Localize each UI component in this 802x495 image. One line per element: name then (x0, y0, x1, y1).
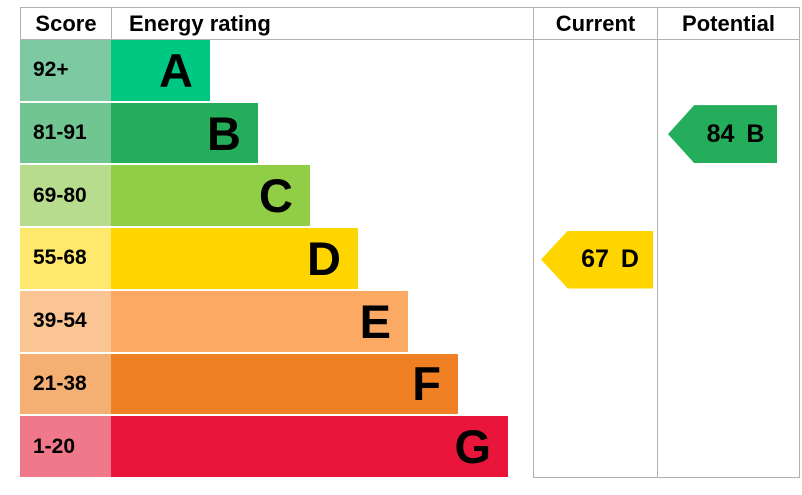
potential-rating-arrow: 84 B (668, 105, 777, 164)
band-letter-f: F (412, 357, 441, 411)
bands-rows: 92+ A 81-91 B 69-80 C 55-68 D 39-54 E 21-38 F 1-20 G (20, 40, 510, 479)
band-row-g: 1-20 G (20, 416, 508, 477)
band-letter-e: E (359, 294, 391, 348)
score-range-a: 92+ (20, 40, 111, 101)
band-letter-c: C (259, 169, 293, 223)
score-range-f: 21-38 (20, 353, 111, 415)
current-rating-arrow: 67 D (541, 230, 653, 289)
band-row-e: 39-54 E (20, 290, 408, 352)
band-letter-b: B (207, 106, 241, 160)
band-letter-a: A (159, 43, 193, 97)
potential-band-letter: B (746, 119, 765, 148)
current-band-letter: D (620, 245, 639, 274)
band-bar-b: B (111, 102, 258, 164)
band-row-f: 21-38 F (20, 353, 458, 415)
band-row-c: 69-80 C (20, 165, 310, 227)
potential-score-value: 84 (706, 119, 735, 148)
header-score: Score (20, 7, 111, 40)
score-range-g: 1-20 (20, 416, 111, 477)
band-bar-f: F (111, 353, 458, 415)
score-range-b: 81-91 (20, 102, 111, 164)
band-letter-g: G (454, 420, 491, 474)
band-bar-d: D (111, 228, 358, 289)
score-range-e: 39-54 (20, 290, 111, 352)
band-bar-e: E (111, 290, 408, 352)
band-row-a: 92+ A (20, 40, 210, 101)
band-letter-d: D (307, 231, 341, 285)
potential-column (657, 39, 800, 478)
score-range-d: 55-68 (20, 228, 111, 289)
band-bar-c: C (111, 165, 310, 227)
current-column (533, 39, 657, 478)
band-bar-a: A (111, 40, 210, 101)
score-range-c: 69-80 (20, 165, 111, 227)
band-bar-g: G (111, 416, 508, 477)
header-current: Current (533, 7, 657, 40)
current-score-value: 67 (581, 245, 609, 274)
band-row-d: 55-68 D (20, 228, 358, 289)
band-row-b: 81-91 B (20, 102, 258, 164)
header-energy-rating: Energy rating (111, 7, 533, 40)
header-potential: Potential (657, 7, 800, 40)
